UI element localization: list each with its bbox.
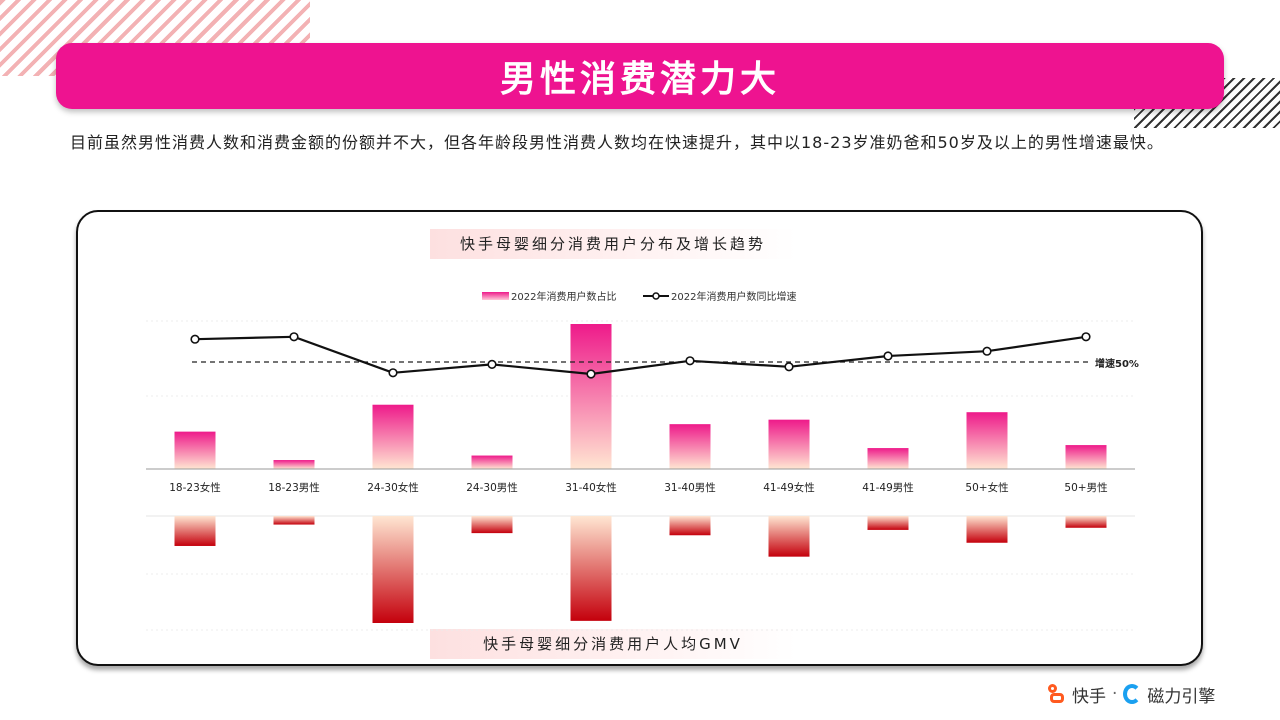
reference-label: 增速50% <box>1095 357 1139 370</box>
line-point <box>883 351 893 361</box>
bottom-bar <box>174 516 216 546</box>
top-bar <box>1065 445 1107 469</box>
cili-logo-text: 磁力引擎 <box>1147 686 1216 707</box>
x-tick-label: 50+女性 <box>965 481 1008 494</box>
x-tick-label: 50+男性 <box>1064 481 1107 494</box>
line-point <box>388 368 398 378</box>
top-bar <box>174 431 216 469</box>
reference-line: 增速50% <box>192 357 1139 370</box>
legend-line-label: 2022年消费用户数同比增速 <box>671 290 796 303</box>
kuaishou-logo-icon <box>1046 684 1066 704</box>
top-bar <box>669 424 711 469</box>
top-bar <box>768 419 810 469</box>
bottom-bar <box>966 516 1008 543</box>
legend-bar-label: 2022年消费用户数占比 <box>511 290 616 303</box>
line-point <box>1081 332 1091 342</box>
x-tick-label: 24-30男性 <box>466 481 518 494</box>
growth-polyline <box>194 335 1087 376</box>
top-bars <box>146 324 1135 470</box>
x-tick-label: 31-40女性 <box>565 481 617 494</box>
logo-separator: · <box>1112 684 1118 704</box>
bottom-bar <box>273 516 315 525</box>
x-tick-label: 18-23男性 <box>268 481 320 494</box>
bottom-bar <box>867 516 909 530</box>
bottom-bars <box>174 516 1107 623</box>
x-tick-label: 18-23女性 <box>169 481 221 494</box>
legend-line-marker <box>652 292 660 300</box>
x-tick-label: 31-40男性 <box>664 481 716 494</box>
line-point <box>685 356 695 366</box>
top-bar <box>471 455 513 469</box>
growth-line <box>190 332 1091 379</box>
chart-title-top: 快手母婴细分消费用户分布及增长趋势 <box>430 229 796 259</box>
top-bar <box>966 412 1008 469</box>
line-point <box>982 346 992 356</box>
bottom-bar <box>1065 516 1107 528</box>
line-point <box>784 362 794 372</box>
bottom-bar <box>372 516 414 623</box>
x-axis-labels: 18-23女性 18-23男性 24-30女性 24-30男性 31-40女性 31-40… <box>169 481 1107 494</box>
line-point <box>586 369 596 379</box>
chart-legend: 2022年消费用户数占比 2022年消费用户数同比增速 <box>482 290 796 303</box>
bottom-bar <box>471 516 513 534</box>
intro-paragraph: 目前虽然男性消费人数和消费金额的份额并不大，但各年龄段男性消费人数均在快速提升，… <box>70 133 1164 152</box>
line-point <box>289 332 299 342</box>
top-bar <box>372 404 414 469</box>
chart-panel <box>76 210 1203 666</box>
bottom-bar <box>669 516 711 536</box>
top-bar <box>867 448 909 469</box>
brand-logos: 快手 · 磁力引擎 <box>1046 681 1215 707</box>
bottom-bar <box>768 516 810 557</box>
legend-bar-swatch <box>482 292 509 300</box>
x-tick-label: 41-49女性 <box>763 481 815 494</box>
x-tick-label: 41-49男性 <box>862 481 914 494</box>
cili-logo-icon <box>1123 684 1142 704</box>
bottom-bar <box>570 516 612 621</box>
kuaishou-logo-text: 快手 <box>1072 686 1106 707</box>
chart-title-bottom: 快手母婴细分消费用户人均GMV <box>430 629 796 659</box>
top-bar <box>273 460 315 469</box>
top-bar <box>570 324 612 469</box>
page-title-banner: 男性消费潜力大 <box>56 43 1224 109</box>
page-title: 男性消费潜力大 <box>499 58 780 100</box>
x-tick-label: 24-30女性 <box>367 481 419 494</box>
line-point <box>190 334 200 344</box>
line-point <box>487 359 497 370</box>
